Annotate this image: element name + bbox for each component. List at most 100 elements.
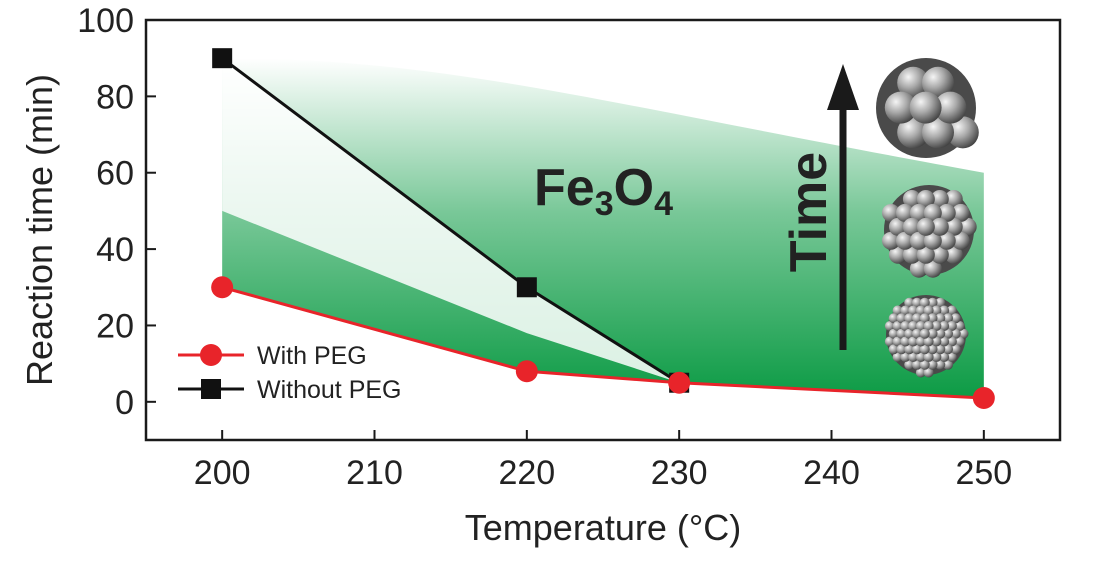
y-tick-label: 40 bbox=[96, 231, 134, 269]
sphere bbox=[954, 321, 965, 331]
sphere bbox=[939, 305, 950, 316]
sphere bbox=[919, 359, 930, 370]
sphere bbox=[892, 352, 903, 362]
fe3o4-sub2: 4 bbox=[654, 185, 673, 223]
sphere bbox=[916, 217, 935, 236]
sphere bbox=[904, 344, 915, 355]
x-tick-label: 250 bbox=[955, 454, 1012, 492]
sphere bbox=[908, 305, 919, 316]
sphere bbox=[931, 352, 942, 362]
small-nanoparticle-cluster-icon bbox=[884, 295, 969, 378]
point-with-peg bbox=[211, 276, 234, 299]
sphere bbox=[908, 321, 919, 331]
sphere bbox=[888, 245, 907, 264]
sphere bbox=[892, 305, 903, 316]
point-with-peg bbox=[668, 371, 691, 394]
sphere bbox=[896, 344, 907, 355]
sphere bbox=[931, 321, 942, 331]
sphere bbox=[904, 297, 915, 308]
sphere bbox=[895, 203, 914, 222]
legend-marker-without-peg bbox=[201, 379, 221, 399]
sphere bbox=[919, 297, 930, 308]
sphere bbox=[923, 367, 934, 378]
sphere bbox=[904, 328, 915, 339]
time-arrow-head-icon bbox=[827, 64, 859, 110]
sphere bbox=[900, 305, 911, 316]
sphere bbox=[888, 344, 899, 355]
sphere bbox=[908, 352, 919, 362]
medium-nanoparticle-cluster-icon bbox=[881, 185, 977, 278]
sphere bbox=[937, 231, 956, 250]
point-without-peg bbox=[212, 48, 233, 69]
sphere bbox=[946, 305, 957, 316]
sphere bbox=[923, 231, 942, 250]
sphere bbox=[943, 313, 953, 324]
large-nanoparticle-cluster-icon bbox=[876, 58, 979, 158]
without-peg-highlight bbox=[222, 58, 680, 383]
sphere bbox=[923, 305, 934, 316]
sphere bbox=[888, 217, 907, 236]
sphere bbox=[923, 321, 934, 331]
x-tick-label: 240 bbox=[803, 454, 860, 492]
sphere bbox=[943, 359, 953, 370]
sphere bbox=[943, 328, 953, 339]
sphere bbox=[900, 336, 911, 347]
sphere bbox=[897, 116, 930, 149]
sphere bbox=[935, 297, 946, 308]
sphere bbox=[915, 367, 926, 378]
sphere bbox=[884, 321, 895, 331]
sphere bbox=[935, 328, 946, 339]
sphere bbox=[958, 217, 977, 236]
sphere bbox=[919, 344, 930, 355]
sphere bbox=[943, 344, 953, 355]
sphere bbox=[923, 352, 934, 362]
sphere bbox=[937, 203, 956, 222]
sphere bbox=[884, 336, 895, 347]
sphere bbox=[916, 245, 935, 264]
sphere bbox=[930, 217, 949, 236]
sphere bbox=[951, 231, 970, 250]
sphere bbox=[934, 91, 967, 124]
sphere bbox=[916, 189, 935, 208]
sphere bbox=[896, 328, 907, 339]
sphere bbox=[922, 116, 954, 149]
sphere bbox=[912, 344, 922, 355]
sphere bbox=[909, 259, 928, 278]
time-arrow-label: Time bbox=[780, 152, 838, 272]
sphere bbox=[888, 328, 899, 339]
x-axis-title: Temperature (°C) bbox=[465, 507, 741, 548]
sphere bbox=[935, 359, 946, 370]
sphere bbox=[931, 305, 942, 316]
sphere bbox=[939, 336, 950, 347]
point-without-peg bbox=[516, 277, 537, 298]
y-tick-label: 60 bbox=[96, 155, 134, 193]
legend: With PEG Without PEG bbox=[178, 342, 402, 404]
y-tick-label: 20 bbox=[96, 307, 134, 345]
sphere bbox=[946, 321, 957, 331]
sphere bbox=[931, 336, 942, 347]
sphere bbox=[927, 328, 938, 339]
sphere bbox=[902, 189, 921, 208]
sphere bbox=[881, 231, 900, 250]
sphere bbox=[950, 328, 961, 339]
sphere bbox=[946, 336, 957, 347]
sphere bbox=[912, 328, 922, 339]
y-tick-label: 0 bbox=[115, 384, 134, 422]
sphere bbox=[923, 259, 942, 278]
fe3o4-mid: O bbox=[614, 159, 654, 217]
sphere bbox=[909, 203, 928, 222]
point-with-peg bbox=[972, 387, 995, 409]
sphere bbox=[930, 189, 949, 208]
sphere bbox=[900, 321, 911, 331]
point-with-peg bbox=[515, 360, 538, 383]
sphere bbox=[908, 336, 919, 347]
sphere bbox=[915, 336, 926, 347]
sphere bbox=[939, 321, 950, 331]
fe3o4-sub1: 3 bbox=[595, 185, 614, 223]
y-axis-title: Reaction time (min) bbox=[19, 74, 60, 386]
fe3o4-label: Fe3O4 bbox=[534, 159, 673, 223]
sphere bbox=[927, 359, 938, 370]
x-tick-label: 220 bbox=[498, 454, 555, 492]
